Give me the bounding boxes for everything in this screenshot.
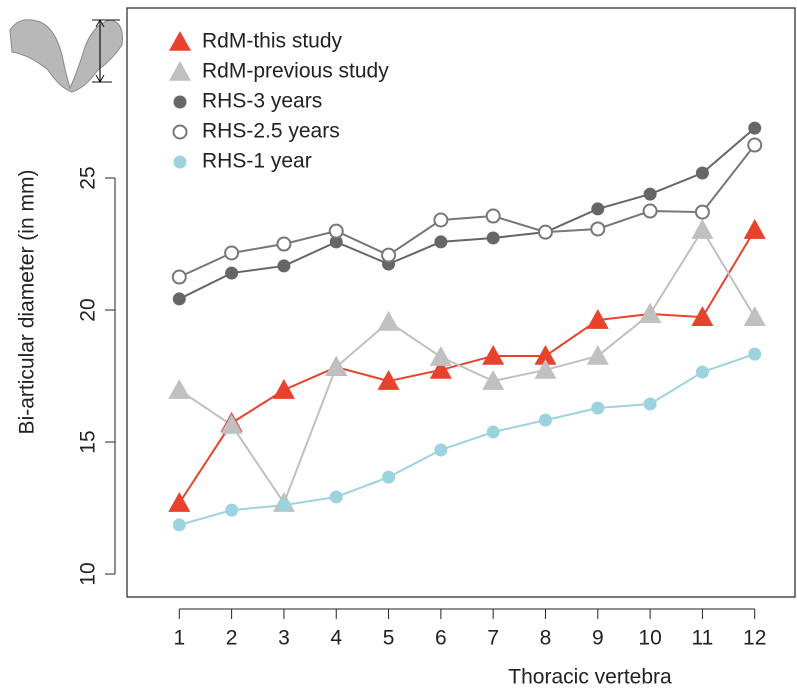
data-point xyxy=(643,397,657,411)
data-point xyxy=(534,358,557,379)
data-point xyxy=(485,208,501,224)
legend-label: RHS-2.5 years xyxy=(202,120,340,143)
data-point xyxy=(168,379,191,399)
legend-marker xyxy=(169,31,191,51)
x-tick-label: 10 xyxy=(638,627,661,650)
series-line xyxy=(178,228,756,506)
data-point xyxy=(277,259,291,273)
series-line xyxy=(178,229,756,504)
data-point xyxy=(486,425,500,439)
x-axis-label: Thoracic vertebra xyxy=(508,666,672,689)
data-point xyxy=(325,356,348,376)
x-tick-label: 6 xyxy=(435,627,447,650)
data-point xyxy=(224,245,240,261)
data-point xyxy=(429,346,452,366)
data-point xyxy=(695,365,709,379)
x-tick-label: 2 xyxy=(226,627,238,650)
series-line xyxy=(179,353,756,526)
data-point xyxy=(225,503,239,517)
data-point xyxy=(748,121,762,135)
x-tick-label: 11 xyxy=(692,627,714,650)
data-point xyxy=(220,414,243,434)
data-point xyxy=(434,235,448,249)
y-tick-label: 15 xyxy=(77,430,100,453)
data-point xyxy=(272,379,295,399)
legend-label: RHS-1 year xyxy=(202,150,312,173)
x-tick-label: 3 xyxy=(278,627,290,650)
vertebra-icon xyxy=(9,18,123,93)
data-point xyxy=(691,306,714,326)
data-point xyxy=(743,306,766,326)
data-point xyxy=(377,370,400,390)
data-point xyxy=(586,344,609,365)
x-tick-label: 7 xyxy=(487,627,499,650)
x-tick-label: 1 xyxy=(173,627,185,650)
data-point xyxy=(538,413,552,427)
legend-marker xyxy=(172,124,188,140)
data-point xyxy=(534,344,557,365)
data-point xyxy=(382,470,396,484)
series-line xyxy=(178,127,756,300)
data-point xyxy=(748,347,762,361)
data-point xyxy=(172,518,186,532)
data-point xyxy=(643,187,657,201)
plot-frame xyxy=(126,7,796,598)
data-point xyxy=(694,204,710,220)
data-point xyxy=(168,492,191,512)
data-point xyxy=(486,231,500,245)
data-point xyxy=(433,212,449,228)
data-point xyxy=(586,309,609,329)
y-tick-label: 25 xyxy=(77,166,100,189)
data-point xyxy=(695,166,709,180)
data-point xyxy=(642,203,658,219)
legend-marker xyxy=(173,95,187,109)
legend-marker xyxy=(173,155,187,169)
data-point xyxy=(434,443,448,457)
legend-label: RdM-previous study xyxy=(202,60,389,83)
data-point xyxy=(225,266,239,280)
data-point xyxy=(277,498,291,512)
y-tick-label: 10 xyxy=(77,562,100,585)
data-point xyxy=(329,490,343,504)
series-line xyxy=(178,144,756,278)
legend-label: RdM-this study xyxy=(202,30,343,53)
x-tick-label: 8 xyxy=(540,627,552,650)
y-tick-label: 20 xyxy=(77,298,100,321)
data-point xyxy=(172,292,186,306)
data-point xyxy=(591,401,605,415)
data-point xyxy=(329,235,343,249)
data-point xyxy=(482,370,505,390)
data-point xyxy=(537,224,553,240)
x-tick-label: 12 xyxy=(743,627,766,650)
data-point xyxy=(743,219,766,239)
x-tick-label: 9 xyxy=(592,627,604,650)
data-point xyxy=(639,302,662,323)
data-point xyxy=(591,202,605,216)
data-point xyxy=(377,310,400,331)
x-tick-label: 4 xyxy=(330,627,342,650)
legend-marker xyxy=(169,61,191,81)
x-tick-label: 5 xyxy=(383,627,395,650)
data-point xyxy=(590,221,606,237)
data-point xyxy=(381,247,397,263)
data-point xyxy=(276,236,292,252)
data-point xyxy=(429,358,452,379)
data-point xyxy=(328,223,344,239)
legend-label: RHS-3 years xyxy=(202,90,322,113)
data-point xyxy=(747,137,763,153)
data-point xyxy=(171,269,187,285)
data-point xyxy=(691,219,714,239)
data-point xyxy=(482,344,505,365)
y-axis-label: Bi-articular diameter (in mm) xyxy=(16,170,39,435)
